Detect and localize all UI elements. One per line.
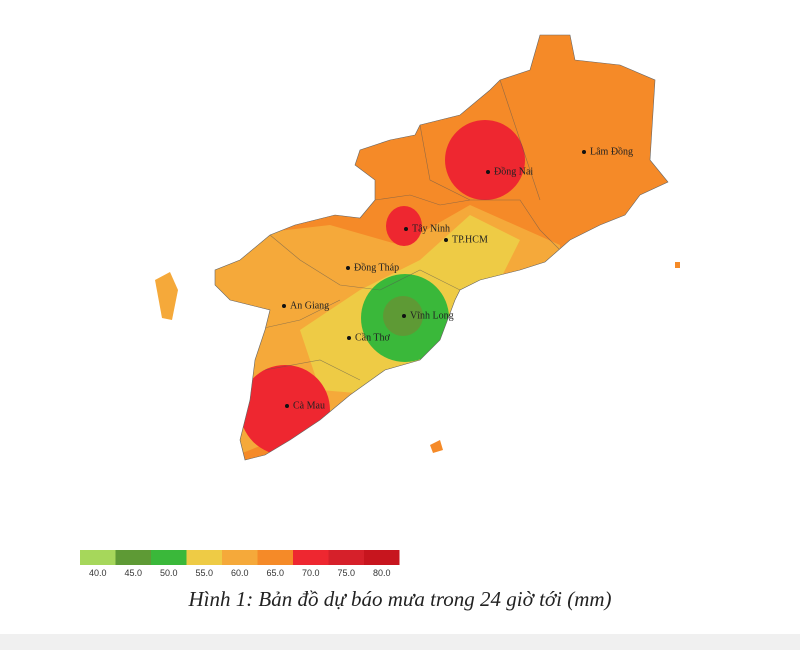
caption: Hình 1: Bản đồ dự báo mưa trong 24 giờ t…: [187, 587, 611, 611]
place-label: Lâm Đồng: [590, 146, 633, 157]
legend-swatch: [115, 550, 151, 565]
place-dot: [486, 170, 490, 174]
legend-label: 80.0: [373, 568, 391, 578]
legend-label: 70.0: [302, 568, 320, 578]
legend: 40.0 45.0 50.0 55.0 60.0 65.0 70.0 75.0 80.0: [80, 550, 400, 578]
place-label: TP.HCM: [452, 234, 488, 245]
place-dot: [404, 227, 408, 231]
island: [675, 262, 680, 268]
island: [155, 272, 178, 320]
place-label: Đồng Nai: [494, 166, 533, 177]
rainfall-map: [215, 35, 668, 460]
place-label: Tây Ninh: [412, 223, 450, 234]
legend-label: 45.0: [124, 568, 142, 578]
legend-label: 75.0: [337, 568, 355, 578]
legend-swatch: [222, 550, 258, 565]
legend-swatch: [293, 550, 329, 565]
place-label: Cà Mau: [293, 400, 325, 411]
legend-swatch: [364, 550, 400, 565]
legend-label: 60.0: [231, 568, 249, 578]
legend-swatch: [151, 550, 187, 565]
place-dot: [285, 404, 289, 408]
legend-swatch: [257, 550, 293, 565]
place-dot: [347, 336, 351, 340]
legend-swatch: [80, 550, 116, 565]
place-label: Cần Thơ: [355, 332, 391, 343]
place-label: An Giang: [290, 300, 329, 311]
place-dot: [282, 304, 286, 308]
place-dot: [582, 150, 586, 154]
island: [430, 440, 443, 453]
legend-swatch: [186, 550, 222, 565]
place-label: Đồng Tháp: [354, 262, 399, 273]
legend-label: 55.0: [195, 568, 213, 578]
legend-label: 40.0: [89, 568, 107, 578]
bottom-strip: [0, 634, 800, 650]
place-label: Vĩnh Long: [410, 310, 454, 321]
place-dot: [402, 314, 406, 318]
legend-swatch: [328, 550, 364, 565]
place-dot: [444, 238, 448, 242]
legend-label: 50.0: [160, 568, 178, 578]
place-dot: [346, 266, 350, 270]
legend-label: 65.0: [266, 568, 284, 578]
